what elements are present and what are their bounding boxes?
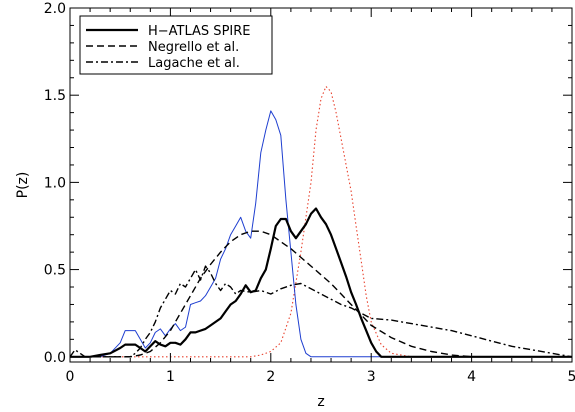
series-line-negrello-et-al [70, 230, 572, 358]
x-tick-label: 0 [66, 369, 75, 385]
x-tick-label: 2 [266, 369, 275, 385]
axis-ticks: 0 1 2 3 4 5 0.0 0.5 1.0 1.5 2.0 [44, 1, 575, 385]
plot-lines [70, 85, 572, 358]
y-tick-label: 1.5 [44, 88, 66, 104]
series-line-series-4 [70, 110, 572, 358]
series-line-lagache-et-al [70, 265, 572, 358]
legend-label: Lagache et al. [148, 56, 240, 71]
series-line-h-atlas-spire [70, 207, 572, 358]
y-tick-label: 2.0 [44, 1, 66, 17]
y-axis-label: P(z) [15, 172, 31, 199]
x-tick-label: 5 [568, 369, 575, 385]
x-axis-label: z [317, 394, 324, 410]
legend-label: Negrello et al. [148, 40, 239, 55]
series-line-series-5 [70, 85, 572, 358]
y-tick-label: 1.0 [44, 175, 66, 191]
y-tick-label: 0.0 [44, 350, 66, 366]
x-tick-label: 3 [367, 369, 376, 385]
x-tick-label: 4 [467, 369, 476, 385]
legend-box [79, 15, 273, 75]
x-tick-label: 1 [166, 369, 175, 385]
y-tick-label: 0.5 [44, 263, 66, 279]
legend-label: H−ATLAS SPIRE [148, 24, 250, 39]
plot-frame [69, 7, 573, 363]
